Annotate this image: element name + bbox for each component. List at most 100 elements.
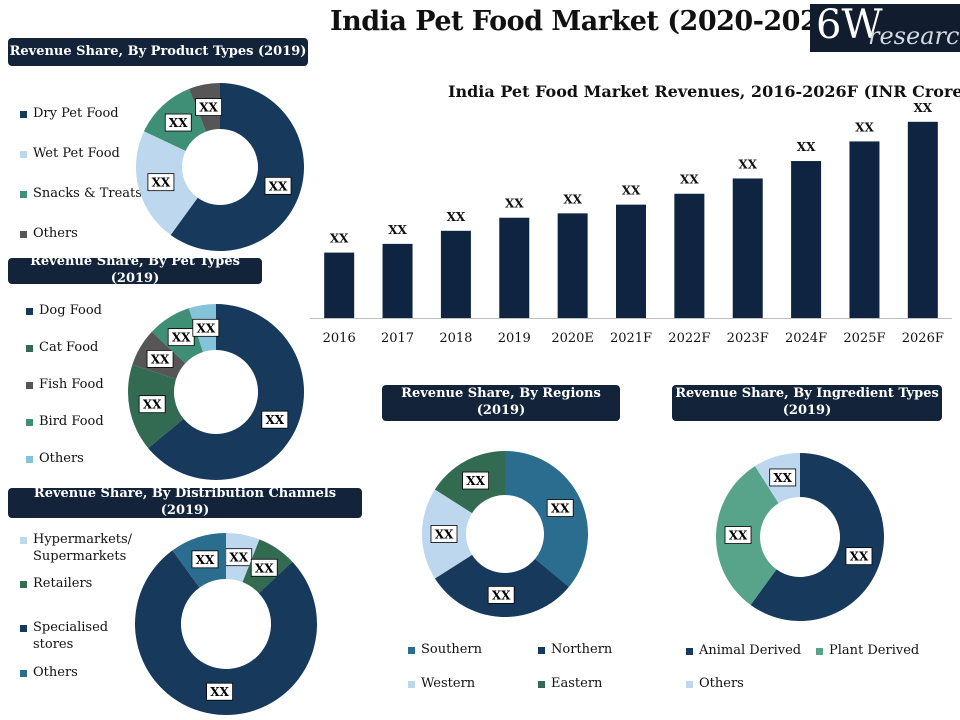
revenue-bar-data-label: XX [914, 101, 933, 115]
distribution-donut-data-label: XX [255, 561, 274, 575]
pet-donut-data-label: XX [143, 398, 162, 412]
ingredients-donut-data-label: XX [773, 471, 792, 485]
revenues-chart-title: India Pet Food Market Revenues, 2016-202… [448, 82, 960, 101]
logo-wordmark: research [868, 22, 960, 50]
legend-item-snacks-treats: Snacks & Treats [20, 186, 142, 203]
product-donut-slice-dry-pet-food [170, 83, 305, 252]
x-tick-label: 2023F [727, 331, 769, 346]
pet-donut-data-label-box [146, 350, 174, 368]
legend-swatch [408, 681, 415, 688]
legend-item-eastern: Eastern [538, 676, 602, 693]
legend-label: Cat Food [39, 340, 99, 355]
distribution-donut-data-label: XX [229, 551, 248, 565]
regions-donut-data-label: XX [435, 528, 454, 542]
legend-label: Specialised stores [33, 620, 109, 652]
legend-label: Others [33, 665, 78, 680]
revenue-bar-2023f [732, 178, 763, 318]
legend-label: Plant Derived [829, 643, 920, 658]
x-tick-label: 2025F [843, 331, 885, 346]
legend-label: Others [33, 226, 78, 241]
legend-label: Eastern [551, 676, 603, 691]
legend-item-wet-pet-food: Wet Pet Food [20, 146, 120, 163]
distribution-donut-slice-specialised-stores [135, 550, 317, 716]
legend-swatch [686, 681, 693, 688]
revenue-bar-data-label: XX [563, 192, 582, 206]
revenue-bar-2025f [849, 141, 880, 318]
product-types-header: Revenue Share, By Product Types (2019) [8, 38, 308, 66]
legend-swatch [816, 648, 823, 655]
pet-donut-data-label: XX [197, 321, 216, 335]
page-title: India Pet Food Market (2020-2026) [330, 6, 849, 37]
revenue-bar-data-label: XX [622, 184, 641, 198]
legend-label: Dry Pet Food [33, 106, 119, 121]
revenue-bar-2018 [440, 230, 471, 318]
ingredients-donut-slice-animal-derived [750, 453, 885, 621]
legend-item-western: Western [408, 676, 475, 693]
pet-donut-data-label-box [138, 395, 166, 414]
legend-swatch [26, 308, 33, 315]
product-donut-data-label-box [195, 98, 222, 116]
legend-item-northern: Northern [538, 642, 612, 659]
ingredients-donut-data-label-box [724, 526, 752, 544]
revenue-bar-2016 [324, 252, 355, 318]
revenue-bar-data-label: XX [680, 173, 699, 187]
legend-label: Dog Food [39, 303, 102, 318]
legend-item-southern: Southern [408, 642, 482, 659]
pet-donut-data-label: XX [172, 331, 191, 345]
legend-label: Western [421, 676, 476, 691]
x-tick-label: 2020E [551, 331, 594, 346]
regions-donut-data-label-box [546, 499, 574, 517]
legend-item-others: Others [20, 226, 78, 243]
legend-item-hypermarkets: Hypermarkets/ Supermarkets [20, 532, 133, 566]
revenue-bar-2026f [907, 121, 938, 318]
legend-item-animal-derived: Animal Derived [686, 643, 801, 660]
legend-item-bird-food: Bird Food [26, 414, 104, 431]
product-donut-data-label: XX [169, 116, 188, 130]
x-tick-label: 2022F [668, 331, 710, 346]
logo-mark: 6W [816, 4, 883, 48]
legend-label: Others [699, 676, 744, 691]
revenue-bar-data-label: XX [855, 120, 874, 134]
legend-label: Southern [421, 642, 482, 657]
legend-label: Hypermarkets/ Supermarkets [33, 532, 133, 564]
pet-donut-data-label-box [192, 318, 220, 337]
regions-donut-data-label-box [430, 525, 458, 543]
x-tick-label: 2024F [785, 331, 827, 346]
legend-label: Retailers [33, 576, 93, 591]
ingredient-types-header: Revenue Share, By Ingredient Types (2019… [672, 385, 942, 421]
x-tick-label: 2018 [439, 331, 472, 346]
legend-label: Animal Derived [699, 643, 802, 658]
revenue-bar-2024f [791, 161, 822, 318]
revenue-bar-2017 [382, 243, 413, 318]
ingredients-donut-data-label: XX [850, 550, 869, 564]
legend-swatch [26, 382, 33, 389]
legend-swatch [686, 648, 693, 655]
legend-label: Wet Pet Food [33, 146, 120, 161]
distribution-donut-data-label-box [191, 550, 219, 569]
legend-swatch [20, 625, 27, 632]
regions-donut-slice-northern [434, 554, 569, 617]
distribution-donut-data-label-box [250, 558, 278, 577]
legend-label: Others [39, 451, 84, 466]
ingredients-donut-data-label-box [845, 547, 873, 566]
legend-swatch [408, 647, 415, 654]
legend-swatch [538, 647, 545, 654]
ingredients-donut-data-label-box [769, 468, 797, 487]
regions-donut-data-label-box [462, 471, 490, 490]
pet-donut-data-label: XX [266, 413, 285, 427]
legend-item-others: Others [686, 676, 744, 693]
pet-donut-slice-dog-food [148, 304, 304, 480]
regions-header: Revenue Share, By Regions (2019) [382, 385, 620, 421]
product-donut-data-label: XX [269, 179, 288, 193]
revenue-bar-2019 [499, 217, 530, 318]
product-donut-data-label: XX [199, 101, 218, 115]
legend-swatch [26, 419, 33, 426]
revenue-bar-2021f [616, 204, 646, 318]
legend-item-others: Others [20, 665, 78, 682]
legend-label: Snacks & Treats [33, 186, 142, 201]
logo: 6W research [810, 4, 960, 52]
x-tick-label: 2021F [610, 331, 652, 346]
legend-swatch [20, 191, 27, 198]
legend-swatch [20, 111, 27, 118]
